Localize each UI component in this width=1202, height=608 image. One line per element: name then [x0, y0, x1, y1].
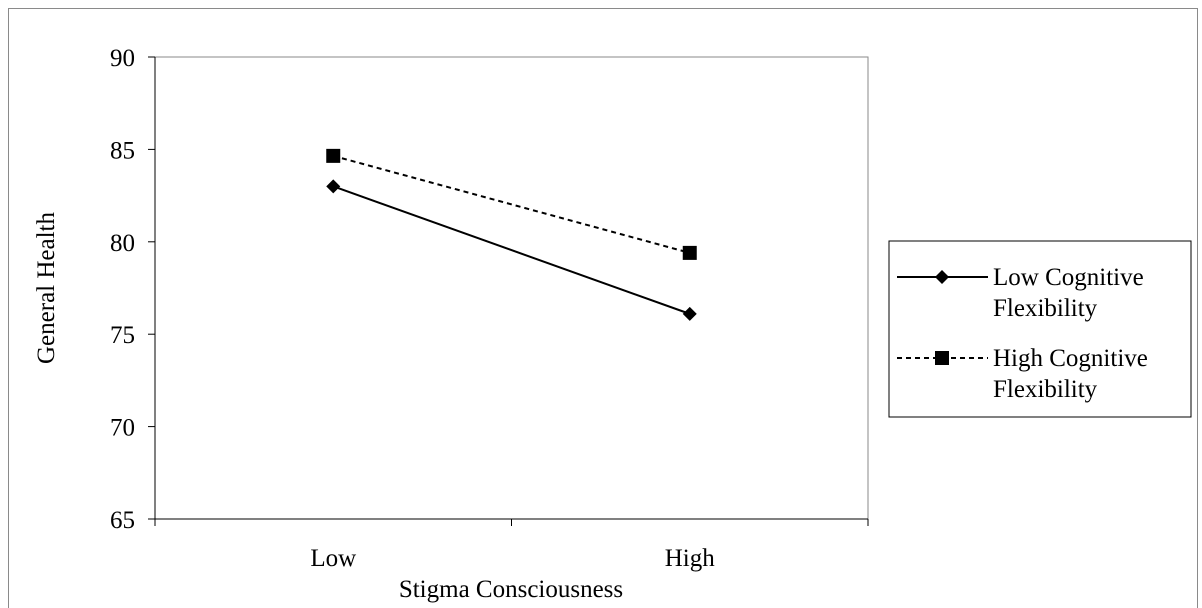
y-tick-label: 85 — [110, 137, 135, 164]
series-layer — [326, 148, 697, 321]
legend-square-marker — [935, 351, 949, 365]
chart-frame — [8, 8, 1198, 608]
x-axis-title: Stigma Consciousness — [399, 576, 623, 603]
series-line — [332, 154, 691, 254]
legend-label: High Cognitive Flexibility — [993, 345, 1148, 403]
legend-entry-1: Low Cognitive Flexibility — [897, 264, 1144, 322]
y-axis-title: General Health — [33, 212, 60, 365]
y-tick-label: 75 — [110, 322, 135, 349]
y-tick-label: 65 — [110, 507, 135, 534]
x-tick-label: Low — [310, 545, 356, 572]
series-2 — [326, 148, 697, 260]
series-line — [332, 185, 691, 315]
diamond-marker — [682, 306, 697, 321]
axes: 65 70 75 80 85 90 Low High — [110, 45, 869, 572]
square-marker — [326, 148, 341, 163]
legend: Low Cognitive Flexibility High Cognitive Fl… — [888, 240, 1192, 418]
y-tick-label: 80 — [110, 230, 135, 257]
legend-label: Low Cognitive Flexibility — [993, 264, 1144, 322]
x-tick-label: High — [665, 545, 716, 572]
square-marker — [682, 245, 697, 260]
y-tick-label: 90 — [110, 45, 135, 72]
series-1 — [326, 179, 697, 321]
diamond-marker — [326, 179, 341, 194]
legend-box — [888, 240, 1192, 418]
plot-area — [154, 56, 869, 520]
legend-diamond-marker — [935, 270, 949, 284]
y-tick-label: 70 — [110, 415, 135, 442]
legend-entry-2: High Cognitive Flexibility — [897, 345, 1148, 403]
